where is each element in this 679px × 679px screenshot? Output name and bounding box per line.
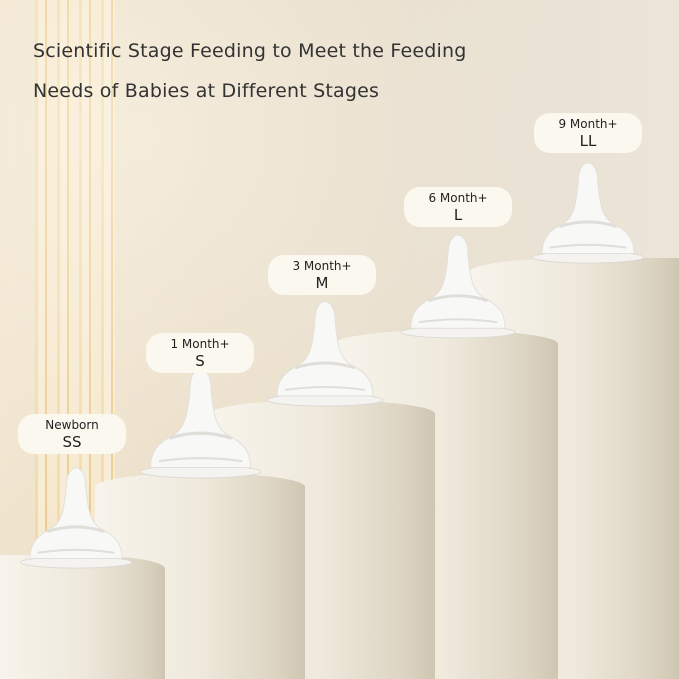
headline-line2: Needs of Babies at Different Stages xyxy=(33,80,380,102)
stage-label-newborn: Newborn SS xyxy=(18,414,126,454)
stage-age: 1 Month+ xyxy=(170,337,230,351)
stage-age: Newborn xyxy=(45,418,99,432)
stage-age: 6 Month+ xyxy=(428,191,488,205)
nipple-m-icon xyxy=(265,288,385,408)
stage-size: LL xyxy=(579,132,597,150)
stage-size: S xyxy=(195,352,205,370)
pedestal-1 xyxy=(0,555,165,679)
stage-size: M xyxy=(315,274,329,292)
stage-age: 9 Month+ xyxy=(558,117,618,131)
stage-label-6-month: 6 Month+ L xyxy=(404,187,512,227)
stage-size: SS xyxy=(62,433,82,451)
stage-size: L xyxy=(453,206,463,224)
headline-line1: Scientific Stage Feeding to Meet the Fee… xyxy=(33,40,467,62)
nipple-s-icon xyxy=(138,355,263,480)
nipple-l-icon xyxy=(398,222,518,340)
nipple-ll-icon xyxy=(528,150,648,265)
stage-label-3-month: 3 Month+ M xyxy=(268,255,376,295)
nipple-ss-icon xyxy=(16,455,136,570)
stage-label-1-month: 1 Month+ S xyxy=(146,333,254,373)
stage-age: 3 Month+ xyxy=(292,259,352,273)
stage-label-9-month: 9 Month+ LL xyxy=(534,113,642,153)
